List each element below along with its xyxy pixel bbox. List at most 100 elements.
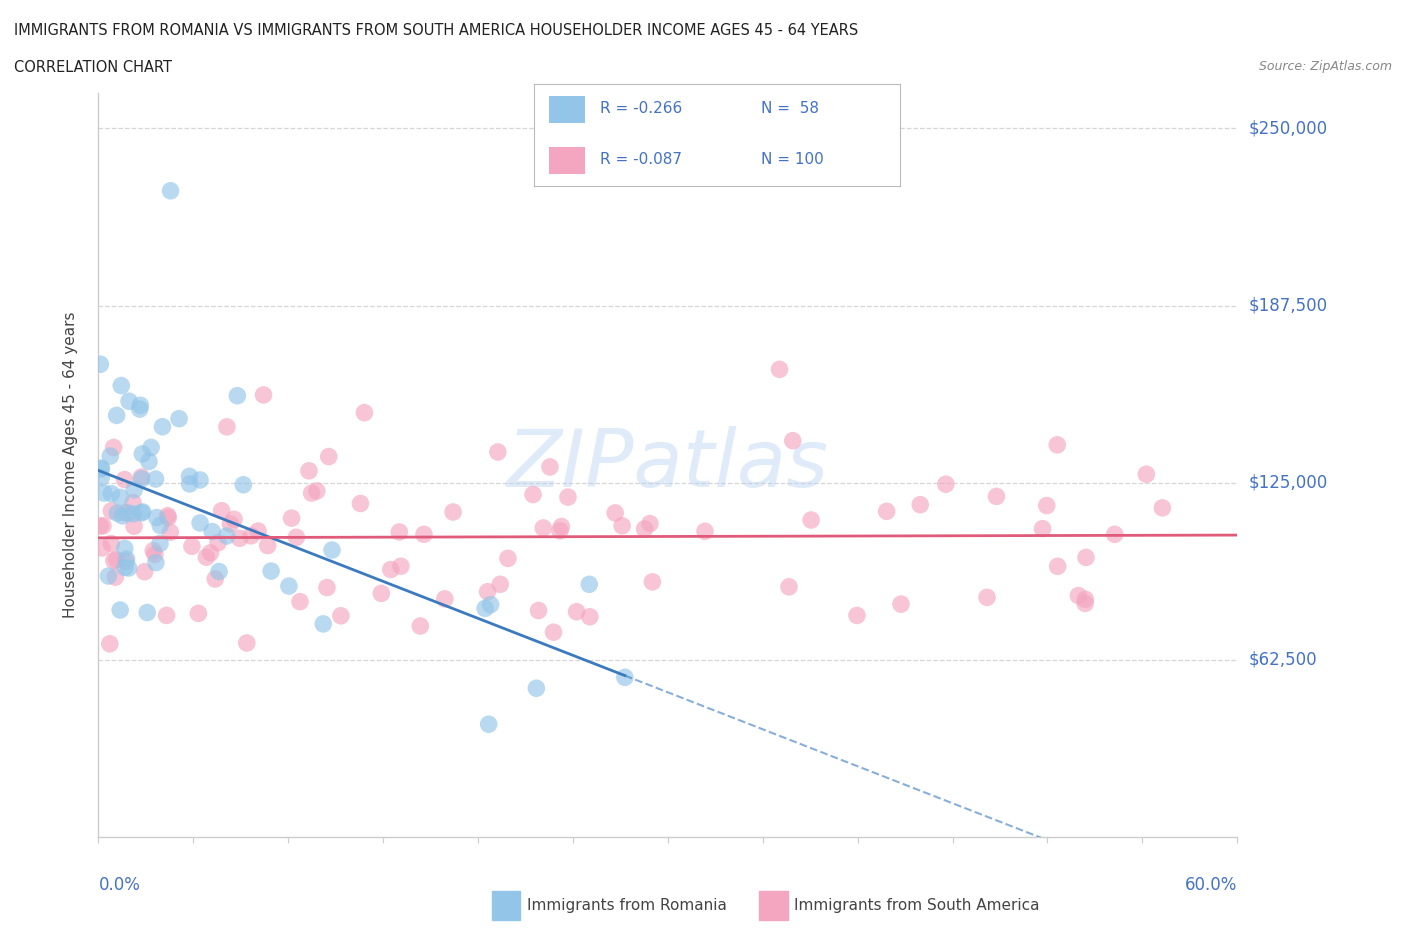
Point (207, 536, 229, 551)
Point (103, 553, 125, 568)
Point (93, 485, 115, 500)
Text: $187,500: $187,500 (1249, 297, 1327, 314)
Point (103, 440, 125, 455)
Text: Source: ZipAtlas.com: Source: ZipAtlas.com (1258, 60, 1392, 73)
Point (179, 476, 201, 491)
Point (1074, 550, 1097, 565)
Point (876, 504, 898, 519)
Point (188, 515, 211, 530)
FancyBboxPatch shape (548, 96, 585, 123)
Point (195, 550, 218, 565)
Text: 0.0%: 0.0% (98, 876, 141, 894)
Point (111, 509, 134, 524)
Point (247, 524, 270, 538)
Point (496, 551, 519, 565)
Point (115, 551, 138, 566)
Point (768, 362, 790, 377)
Point (139, 440, 162, 455)
Point (1067, 588, 1090, 603)
Point (143, 547, 166, 562)
Point (208, 565, 231, 579)
Point (122, 519, 145, 534)
Point (1152, 500, 1174, 515)
Point (285, 530, 308, 545)
Text: N = 100: N = 100 (761, 153, 824, 167)
Point (477, 584, 499, 599)
Point (89, 357, 111, 372)
Point (108, 603, 131, 618)
Point (538, 459, 561, 474)
Point (409, 618, 432, 633)
Point (579, 609, 602, 624)
Text: CORRELATION CHART: CORRELATION CHART (14, 60, 172, 75)
Point (1074, 596, 1097, 611)
Point (1074, 591, 1097, 606)
Point (986, 489, 1008, 504)
Point (543, 625, 565, 640)
Point (531, 521, 554, 536)
Point (890, 597, 912, 612)
Point (389, 559, 412, 574)
Point (97, 568, 120, 583)
Point (236, 635, 259, 650)
Point (114, 560, 136, 575)
Point (908, 498, 931, 512)
Point (613, 670, 636, 684)
Point (380, 562, 402, 577)
Point (201, 525, 224, 539)
Point (522, 487, 544, 502)
Text: Immigrants from South America: Immigrants from South America (794, 898, 1040, 913)
Point (578, 577, 600, 591)
Point (312, 617, 335, 631)
Point (260, 564, 283, 578)
Point (105, 506, 128, 521)
Point (1036, 498, 1059, 513)
Point (976, 590, 998, 604)
Text: R = -0.266: R = -0.266 (600, 101, 682, 116)
Point (329, 608, 352, 623)
Point (441, 505, 464, 520)
Point (252, 388, 274, 403)
Point (167, 411, 190, 426)
Point (557, 490, 579, 505)
Point (145, 555, 167, 570)
Point (240, 528, 263, 543)
Point (222, 512, 245, 526)
Point (100, 537, 122, 551)
Point (605, 505, 627, 520)
Point (122, 483, 145, 498)
Point (131, 470, 153, 485)
Point (114, 505, 136, 520)
Point (288, 594, 311, 609)
Point (550, 519, 572, 534)
Point (433, 591, 456, 606)
Point (114, 472, 136, 487)
Text: N =  58: N = 58 (761, 101, 818, 116)
Point (280, 511, 302, 525)
Point (215, 528, 238, 543)
Point (149, 518, 172, 533)
Point (800, 512, 823, 527)
Point (98, 636, 121, 651)
Point (211, 503, 233, 518)
Point (486, 445, 509, 459)
Point (134, 565, 156, 579)
Point (524, 681, 547, 696)
Point (305, 484, 328, 498)
Point (110, 379, 132, 393)
Point (89, 519, 111, 534)
Text: R = -0.087: R = -0.087 (600, 153, 682, 167)
Point (131, 472, 153, 486)
Point (105, 408, 128, 423)
Point (187, 606, 209, 621)
Point (232, 477, 254, 492)
Point (128, 402, 150, 417)
Point (316, 580, 339, 595)
Point (91, 540, 114, 555)
Point (353, 405, 375, 420)
Point (110, 490, 132, 505)
Point (548, 524, 571, 538)
Point (157, 511, 180, 525)
Point (693, 524, 716, 538)
Point (98, 448, 121, 463)
